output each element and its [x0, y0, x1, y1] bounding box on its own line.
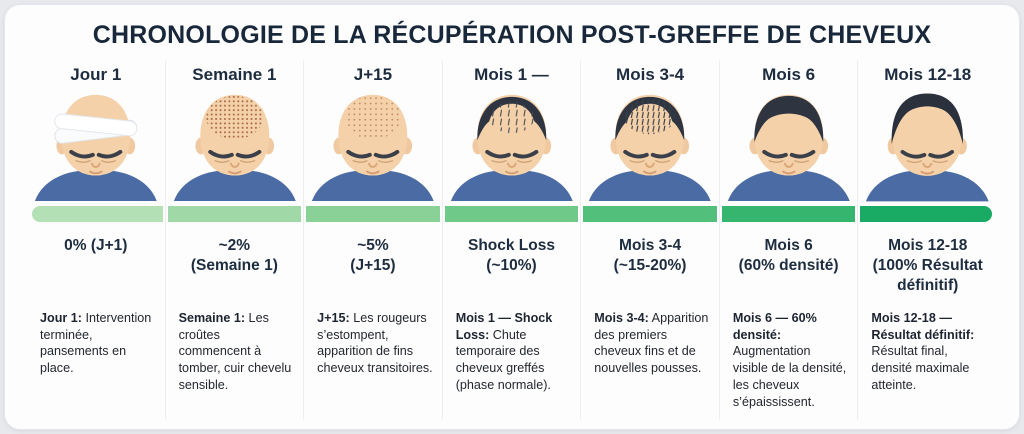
head-illustration-shock-loss: [448, 92, 575, 202]
stage-description: J+15: Les rougeurs s’estompent, appariti…: [317, 311, 433, 376]
timeline-column-mois-12-18: Mois 12-18 Mois 12-18 (100% Résultat déf…: [858, 60, 997, 420]
timeline-grid: Jour 1 0% (J+1) Jour 1: Intervention ter…: [5, 56, 1019, 421]
head-illustration-full-result: [864, 92, 992, 202]
column-header: Mois 3-4: [616, 65, 685, 84]
head-illustration-new-growth: [587, 92, 713, 202]
head-illustration-bandage: [32, 92, 159, 202]
progress-segment-5: [583, 206, 717, 222]
progress-bar-row: [304, 202, 442, 226]
stage-description: Mois 12-18 — Résultat définitif: Résulta…: [871, 311, 975, 392]
progress-segment-4: [444, 206, 579, 222]
head-illustration-crusts-dense: [171, 92, 298, 202]
column-header: J+15: [353, 65, 393, 84]
progress-label: ~2% (Semaine 1): [190, 237, 278, 274]
page-title: CHRONOLOGIE DE LA RÉCUPÉRATION POST-GREF…: [92, 21, 932, 49]
stage-description: Mois 3-4: Apparition des premiers cheveu…: [594, 311, 709, 376]
timeline-column-mois-1: Mois 1 — Shock Loss (~10%) Mois 1 — Shoc…: [443, 60, 582, 421]
progress-segment-6: [721, 206, 856, 222]
progress-bar-row: [166, 202, 304, 226]
progress-segment-7: [860, 206, 992, 222]
column-header: Semaine 1: [192, 65, 277, 84]
column-header: Mois 1 —: [474, 65, 549, 84]
progress-bar-row: [858, 202, 997, 226]
stage-description: Jour 1: Intervention terminée, pansement…: [40, 311, 152, 376]
timeline-column-mois-6: Mois 6 Mois 6 (60% densité) Mois 6 — 60%…: [720, 60, 859, 421]
stage-description: Mois 1 — Shock Loss: Chute temporaire de…: [455, 311, 553, 392]
column-header: Mois 12-18: [884, 65, 972, 84]
progress-segment-3: [306, 206, 440, 222]
progress-segment-1: [32, 206, 163, 222]
stage-description: Semaine 1: Les croûtes commencent à tomb…: [178, 311, 292, 392]
timeline-column-semaine-1: Semaine 1 ~2% (Semaine 1) Semaine 1: Les…: [166, 60, 305, 421]
progress-bar-row: [720, 202, 858, 226]
infographic-card: CHRONOLOGIE DE LA RÉCUPÉRATION POST-GREF…: [4, 4, 1020, 430]
progress-label: Mois 6 (60% densité): [738, 237, 839, 274]
progress-label: Shock Loss (~10%): [467, 237, 555, 274]
progress-label: Mois 12-18 (100% Résultat définitif): [872, 237, 983, 294]
head-illustration-density-60: [725, 92, 852, 202]
head-illustration-crusts-light: [310, 92, 436, 202]
progress-bar-row: [581, 202, 719, 226]
timeline-column-mois-3-4: Mois 3-4 Mois 3-4 (~15-20%) Mois 3-4: Ap…: [581, 60, 720, 421]
stage-description: Mois 6 — 60% densité: Augmentation visib…: [732, 311, 847, 409]
column-header: Jour 1: [70, 65, 122, 84]
column-header: Mois 6: [762, 65, 816, 84]
timeline-column-j15: J+15 ~5% (J+15) J+15: Les rougeurs s’est…: [304, 60, 443, 421]
progress-label: ~5% (J+15): [350, 237, 396, 274]
progress-label: 0% (J+1): [64, 237, 128, 254]
timeline-column-jour-1: Jour 1 0% (J+1) Jour 1: Intervention ter…: [27, 60, 166, 421]
progress-bar-row: [27, 202, 165, 226]
progress-segment-2: [167, 206, 302, 222]
progress-bar-row: [443, 202, 581, 226]
progress-label: Mois 3-4 (~15-20%): [613, 237, 687, 274]
